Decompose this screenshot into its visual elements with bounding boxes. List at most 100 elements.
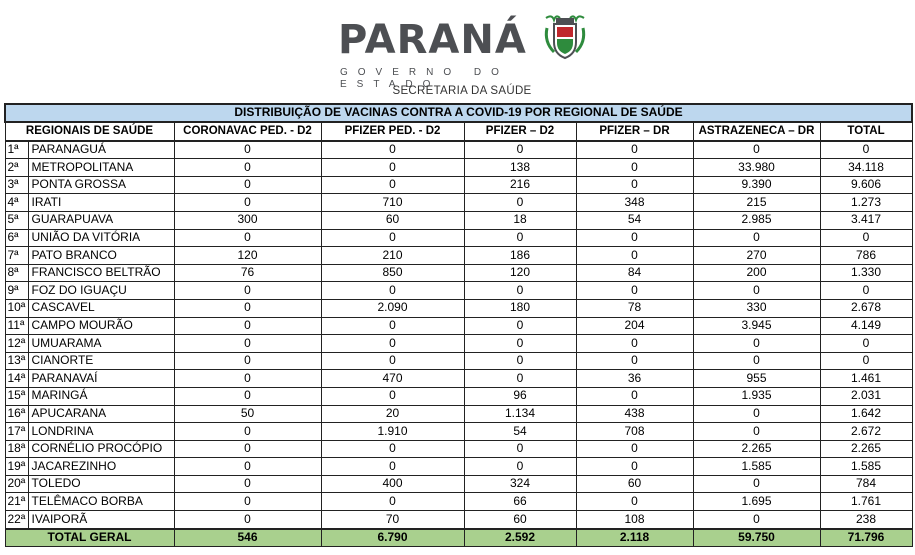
table-cell: 2.090 bbox=[320, 298, 465, 318]
total-cell: 546 bbox=[173, 527, 322, 548]
table-cell: 1.461 bbox=[819, 369, 913, 388]
table-cell: 0 bbox=[463, 457, 577, 476]
table-cell: 2.672 bbox=[819, 422, 913, 441]
table-cell: 0 bbox=[819, 334, 913, 353]
region-name: CORNÉLIO PROCÓPIO bbox=[27, 439, 175, 459]
table-cell: 1.935 bbox=[692, 386, 821, 406]
column-header: PFIZER – DR bbox=[575, 121, 694, 142]
total-cell: 6.790 bbox=[320, 527, 465, 548]
table-cell: 96 bbox=[463, 386, 577, 406]
table-cell: 0 bbox=[173, 422, 322, 441]
region-number: 15ª bbox=[4, 386, 29, 406]
table-cell: 0 bbox=[320, 492, 465, 512]
table-row: 18ª CORNÉLIO PROCÓPIO 0 0 0 0 2.265 2.265 bbox=[4, 439, 913, 459]
table-cell: 120 bbox=[463, 263, 577, 283]
table-cell: 330 bbox=[692, 298, 821, 318]
region-name: PATO BRANCO bbox=[27, 246, 175, 265]
table-cell: 786 bbox=[819, 246, 913, 265]
total-cell: 59.750 bbox=[692, 527, 821, 548]
table-row: 16ª APUCARANA 50 20 1.134 438 0 1.642 bbox=[4, 404, 913, 424]
table-cell: 1.585 bbox=[692, 457, 821, 476]
region-number: 2ª bbox=[4, 158, 29, 177]
region-name: JACAREZINHO bbox=[27, 457, 175, 476]
table-cell: 438 bbox=[575, 404, 694, 424]
table-cell: 0 bbox=[320, 281, 465, 300]
table-cell: 0 bbox=[463, 439, 577, 459]
table-cell: 0 bbox=[463, 228, 577, 248]
table-row: 14ª PARANAVAÍ 0 470 0 36 955 1.461 bbox=[4, 369, 913, 388]
region-number: 22ª bbox=[4, 510, 29, 530]
table-cell: 9.606 bbox=[819, 175, 913, 195]
table-cell: 0 bbox=[463, 351, 577, 371]
coat-of-arms-icon bbox=[544, 15, 586, 60]
parana-logo: PARANÁ GOVERNO DO ESTADO SECRETARIA DA S… bbox=[338, 10, 598, 98]
region-number: 18ª bbox=[4, 439, 29, 459]
table-cell: 0 bbox=[173, 439, 322, 459]
total-cell: 2.592 bbox=[463, 527, 577, 548]
table-cell: 1.585 bbox=[819, 457, 913, 476]
table-cell: 0 bbox=[575, 351, 694, 371]
table-cell: 60 bbox=[463, 510, 577, 530]
region-number: 3ª bbox=[4, 175, 29, 195]
table-cell: 1.910 bbox=[320, 422, 465, 441]
table-cell: 1.330 bbox=[819, 263, 913, 283]
table-row: 8ª FRANCISCO BELTRÃO 76 850 120 84 200 1.330 bbox=[4, 263, 913, 283]
table-cell: 0 bbox=[173, 386, 322, 406]
region-name: TOLEDO bbox=[27, 474, 175, 494]
table-cell: 0 bbox=[320, 439, 465, 459]
table-cell: 0 bbox=[575, 140, 694, 160]
table-cell: 0 bbox=[320, 386, 465, 406]
region-number: 16ª bbox=[4, 404, 29, 424]
table-cell: 2.678 bbox=[819, 298, 913, 318]
column-header: ASTRAZENECA – DR bbox=[692, 121, 821, 142]
table-cell: 0 bbox=[575, 439, 694, 459]
table-row: 4ª IRATI 0 710 0 348 215 1.273 bbox=[4, 193, 913, 212]
table-cell: 0 bbox=[463, 140, 577, 160]
table-cell: 0 bbox=[463, 334, 577, 353]
table-cell: 2.031 bbox=[819, 386, 913, 406]
table-cell: 3.945 bbox=[692, 316, 821, 336]
table-row: 10ª CASCAVEL 0 2.090 180 78 330 2.678 bbox=[4, 298, 913, 318]
logo-subtitle: GOVERNO DO ESTADO bbox=[340, 67, 509, 90]
table-row: 22ª IVAIPORÃ 0 70 60 108 0 238 bbox=[4, 510, 913, 530]
total-cell: 71.796 bbox=[819, 527, 913, 548]
table-cell: 0 bbox=[692, 474, 821, 494]
table-cell: 710 bbox=[320, 193, 465, 212]
table-cell: 708 bbox=[575, 422, 694, 441]
region-number: 19ª bbox=[4, 457, 29, 476]
region-number: 14ª bbox=[4, 369, 29, 388]
table-cell: 0 bbox=[173, 175, 322, 195]
total-cell: 2.118 bbox=[575, 527, 694, 548]
table-cell: 0 bbox=[173, 492, 322, 512]
table-row: 7ª PATO BRANCO 120 210 186 0 270 786 bbox=[4, 246, 913, 265]
region-name: APUCARANA bbox=[27, 404, 175, 424]
table-cell: 0 bbox=[575, 175, 694, 195]
table-cell: 1.134 bbox=[463, 404, 577, 424]
table-row: 1ª PARANAGUÁ 0 0 0 0 0 0 bbox=[4, 140, 913, 160]
table-cell: 60 bbox=[320, 210, 465, 230]
column-header: PFIZER PED. - D2 bbox=[320, 121, 465, 142]
table-cell: 2.265 bbox=[692, 439, 821, 459]
table-cell: 66 bbox=[463, 492, 577, 512]
table-cell: 0 bbox=[173, 474, 322, 494]
table-row: 11ª CAMPO MOURÃO 0 0 0 204 3.945 4.149 bbox=[4, 316, 913, 336]
table-cell: 0 bbox=[173, 228, 322, 248]
region-name: MARINGÁ bbox=[27, 386, 175, 406]
table-cell: 0 bbox=[575, 386, 694, 406]
table-cell: 0 bbox=[173, 457, 322, 476]
table-cell: 0 bbox=[320, 175, 465, 195]
table-cell: 0 bbox=[819, 228, 913, 248]
region-name: CIANORTE bbox=[27, 351, 175, 371]
table-cell: 0 bbox=[463, 281, 577, 300]
total-row: TOTAL GERAL 546 6.790 2.592 2.118 59.750… bbox=[4, 527, 913, 548]
table-cell: 955 bbox=[692, 369, 821, 388]
page-header: PARANÁ GOVERNO DO ESTADO SECRETARIA DA S… bbox=[0, 0, 915, 100]
column-header: CORONAVAC PED. - D2 bbox=[173, 121, 322, 142]
region-number: 17ª bbox=[4, 422, 29, 441]
table-cell: 180 bbox=[463, 298, 577, 318]
table-cell: 18 bbox=[463, 210, 577, 230]
table-title: DISTRIBUIÇÃO DE VACINAS CONTRA A COVID-1… bbox=[3, 103, 914, 123]
table-row: 12ª UMUARAMA 0 0 0 0 0 0 bbox=[4, 334, 913, 353]
table-cell: 60 bbox=[575, 474, 694, 494]
region-number: 9ª bbox=[4, 281, 29, 300]
